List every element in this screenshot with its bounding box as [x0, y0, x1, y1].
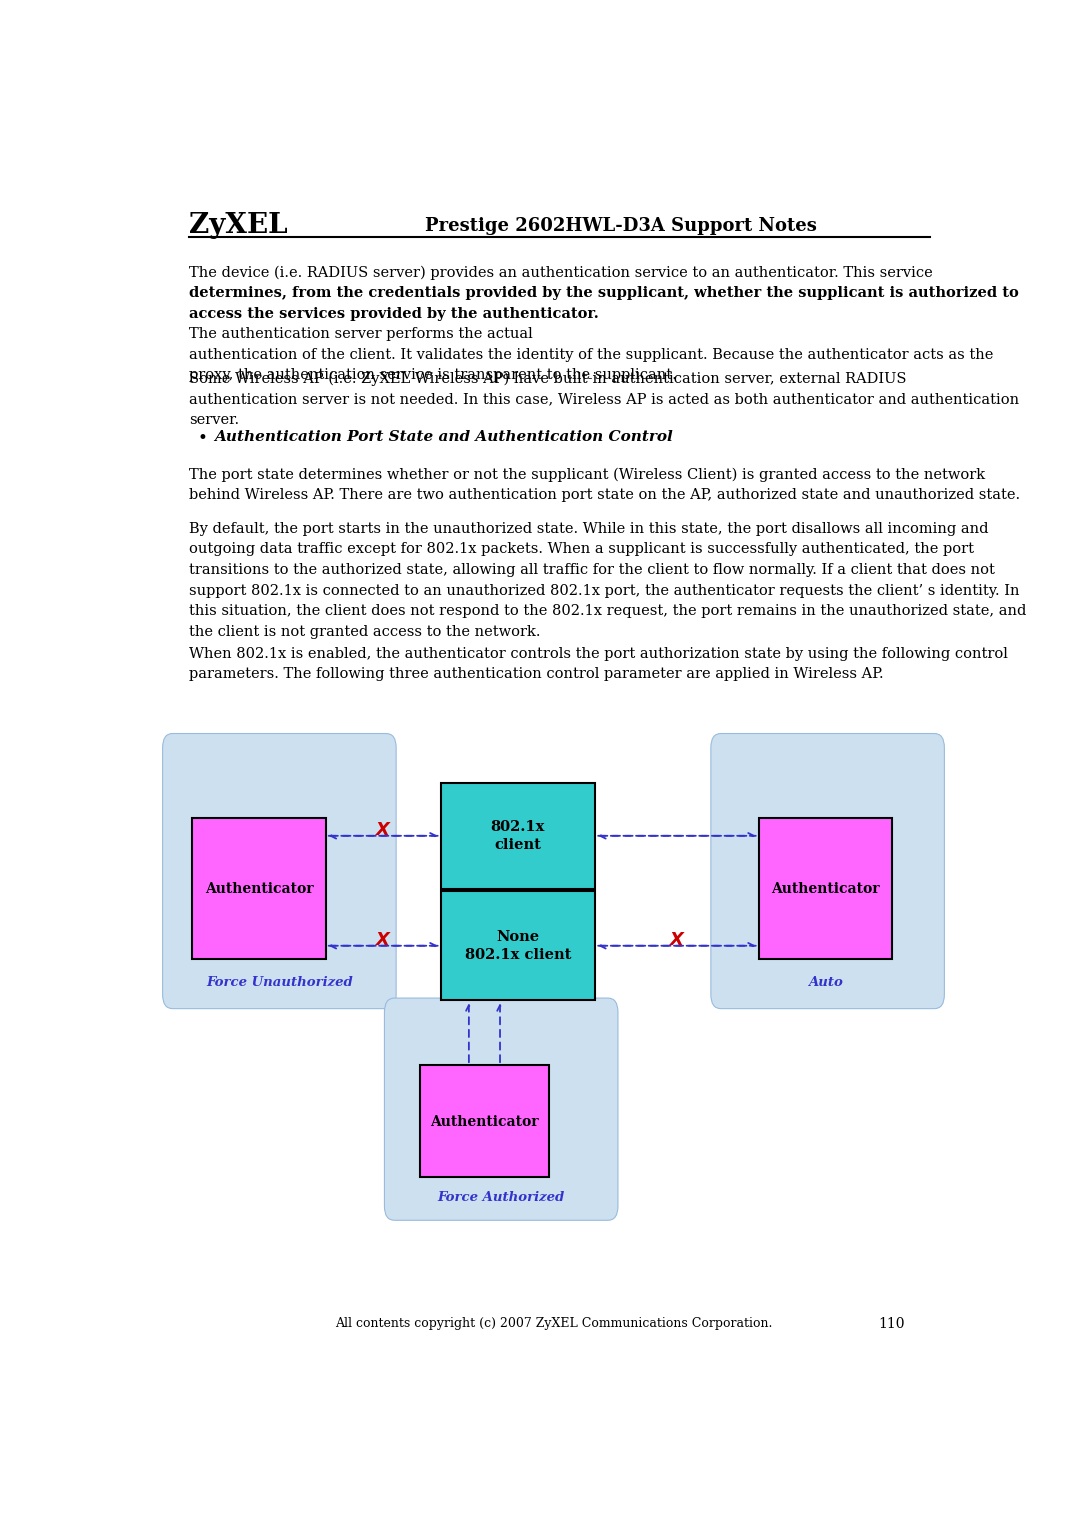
FancyArrowPatch shape	[600, 944, 756, 948]
Text: Prestige 2602HWL-D3A Support Notes: Prestige 2602HWL-D3A Support Notes	[424, 217, 816, 235]
FancyArrowPatch shape	[328, 944, 435, 948]
Text: By default, the port starts in the unauthorized state. While in this state, the : By default, the port starts in the unaut…	[189, 522, 989, 536]
FancyArrowPatch shape	[328, 834, 435, 838]
Text: determines, from the credentials provided by the supplicant, whether the supplic: determines, from the credentials provide…	[189, 286, 1020, 301]
FancyBboxPatch shape	[420, 1066, 550, 1177]
Text: server.: server.	[189, 412, 240, 426]
FancyArrowPatch shape	[600, 834, 756, 838]
Text: parameters. The following three authentication control parameter are applied in : parameters. The following three authenti…	[189, 667, 885, 681]
Text: The port state determines whether or not the supplicant (Wireless Client) is gra: The port state determines whether or not…	[189, 467, 986, 483]
Text: When 802.1x is enabled, the authenticator controls the port authorization state : When 802.1x is enabled, the authenticato…	[189, 646, 1009, 661]
Text: 802.1x
client: 802.1x client	[490, 820, 545, 852]
FancyArrowPatch shape	[598, 944, 754, 948]
Text: this situation, the client does not respond to the 802.1x request, the port rema: this situation, the client does not resp…	[189, 605, 1027, 618]
Text: authentication server is not needed. In this case, Wireless AP is acted as both : authentication server is not needed. In …	[189, 392, 1020, 406]
FancyBboxPatch shape	[192, 818, 326, 959]
FancyBboxPatch shape	[441, 783, 595, 889]
Text: X: X	[670, 931, 684, 948]
Text: Authenticator: Authenticator	[204, 881, 313, 896]
FancyBboxPatch shape	[384, 999, 618, 1220]
Text: 110: 110	[878, 1316, 905, 1330]
Text: behind Wireless AP. There are two authentication port state on the AP, authorize: behind Wireless AP. There are two authen…	[189, 489, 1021, 502]
FancyBboxPatch shape	[163, 733, 396, 1009]
Text: Authentication Port State and Authentication Control: Authentication Port State and Authentica…	[215, 431, 673, 444]
Text: Authenticator: Authenticator	[771, 881, 880, 896]
FancyArrowPatch shape	[598, 834, 754, 838]
Text: ZyXEL: ZyXEL	[189, 212, 288, 240]
FancyArrowPatch shape	[467, 1005, 472, 1063]
Text: Force Unauthorized: Force Unauthorized	[206, 976, 353, 989]
Text: authentication of the client. It validates the identity of the supplicant. Becau: authentication of the client. It validat…	[189, 348, 994, 362]
Text: None
802.1x client: None 802.1x client	[464, 930, 571, 962]
FancyArrowPatch shape	[330, 944, 437, 948]
Text: the client is not granted access to the network.: the client is not granted access to the …	[189, 625, 541, 638]
Text: transitions to the authorized state, allowing all traffic for the client to flow: transitions to the authorized state, all…	[189, 563, 996, 577]
Text: outgoing data traffic except for 802.1x packets. When a supplicant is successful: outgoing data traffic except for 802.1x …	[189, 542, 974, 556]
FancyArrowPatch shape	[497, 1005, 503, 1063]
Text: proxy, the authentication service is transparent to the supplicant.: proxy, the authentication service is tra…	[189, 368, 677, 382]
FancyBboxPatch shape	[758, 818, 892, 959]
Text: The authentication server performs the actual: The authentication server performs the a…	[189, 327, 534, 341]
Text: The device (i.e. RADIUS server) provides an authentication service to an authent: The device (i.e. RADIUS server) provides…	[189, 266, 933, 279]
Text: Force Authorized: Force Authorized	[437, 1191, 565, 1205]
Text: Authenticator: Authenticator	[430, 1115, 539, 1128]
FancyBboxPatch shape	[711, 733, 944, 1009]
Text: X: X	[376, 931, 390, 948]
FancyBboxPatch shape	[441, 892, 595, 1000]
Text: support 802.1x is connected to an unauthorized 802.1x port, the authenticator re: support 802.1x is connected to an unauth…	[189, 583, 1020, 597]
Text: Auto: Auto	[808, 976, 843, 989]
Text: All contents copyright (c) 2007 ZyXEL Communications Corporation.: All contents copyright (c) 2007 ZyXEL Co…	[335, 1318, 772, 1330]
FancyArrowPatch shape	[330, 834, 437, 838]
Text: Some Wireless AP (i.e. ZyXEL Wireless AP) have built-in authentication server, e: Some Wireless AP (i.e. ZyXEL Wireless AP…	[189, 371, 907, 386]
Text: X: X	[376, 822, 390, 838]
Text: access the services provided by the authenticator.: access the services provided by the auth…	[189, 307, 599, 321]
Text: •: •	[198, 431, 207, 447]
